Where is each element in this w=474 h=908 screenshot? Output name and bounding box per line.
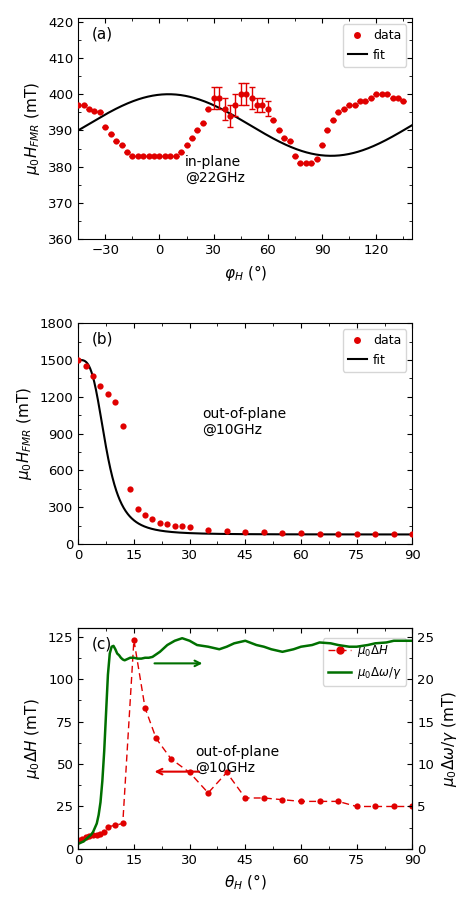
Text: (a): (a) <box>91 27 113 42</box>
Text: out-of-plane
@10GHz: out-of-plane @10GHz <box>202 407 286 438</box>
Text: out-of-plane
@10GHz: out-of-plane @10GHz <box>195 745 279 775</box>
Text: (b): (b) <box>91 332 113 347</box>
Legend: data, fit: data, fit <box>343 330 406 371</box>
Y-axis label: $\mu_0 \Delta H$ (mT): $\mu_0 \Delta H$ (mT) <box>23 698 42 779</box>
X-axis label: $\theta_H$ (°): $\theta_H$ (°) <box>224 873 267 892</box>
Text: (c): (c) <box>91 637 112 652</box>
Legend: $\mu_0\Delta H$, $\mu_0\Delta\omega/\gamma$: $\mu_0\Delta H$, $\mu_0\Delta\omega/\gam… <box>323 638 407 686</box>
X-axis label: $\varphi_H$ (°): $\varphi_H$ (°) <box>224 262 267 282</box>
Legend: data, fit: data, fit <box>343 25 406 66</box>
Y-axis label: $\mu_0 H_{FMR}$ (mT): $\mu_0 H_{FMR}$ (mT) <box>23 82 42 175</box>
Text: in-plane
@22GHz: in-plane @22GHz <box>185 155 245 185</box>
Y-axis label: $\mu_0 \Delta\omega/\gamma$ (mT): $\mu_0 \Delta\omega/\gamma$ (mT) <box>440 690 459 786</box>
Y-axis label: $\mu_0 H_{FMR}$ (mT): $\mu_0 H_{FMR}$ (mT) <box>15 387 34 480</box>
